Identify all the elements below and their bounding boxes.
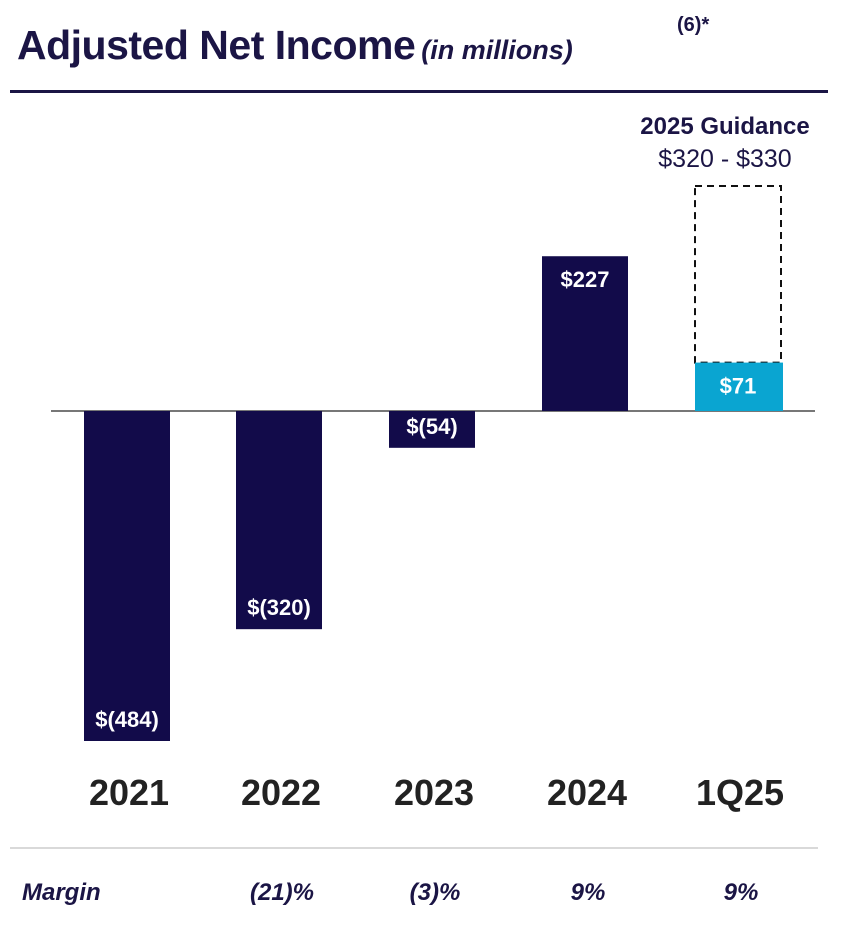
guidance-range: $320 - $330 [658,145,792,173]
title-footnote: (6)* [677,14,710,36]
guidance-range-box [694,185,782,364]
data-label-1q25: $71 [720,374,757,399]
title-divider [10,90,828,93]
category-label-1q25: 1Q25 [696,772,784,813]
margin-value-2022: (21)% [249,879,315,906]
chart-title: Adjusted Net Income (in millions) [17,22,573,69]
bar-chart: $(484) 2021 $(320) 2022 $(54) 2023 $227 2024 $71… [51,185,815,813]
bar-2023 [389,411,475,448]
margin-label: Margin [22,879,101,906]
bar-2024 [542,256,628,411]
category-label-2023: 2023 [394,772,474,813]
data-label-2021: $(484) [95,707,159,732]
data-label-2024: $227 [561,267,610,292]
guidance-title: 2025 Guidance [640,113,810,140]
chart-title-main: Adjusted Net Income [17,22,416,68]
category-label-2021: 2021 [89,772,169,813]
margin-divider [10,847,818,849]
bar-1q25 [695,362,783,411]
category-label-2024: 2024 [547,772,627,813]
margin-value-2023: (3)% [409,879,461,906]
margin-value-1q25: 9% [723,879,759,906]
data-label-2023: $(54) [406,414,457,439]
category-label-2022: 2022 [241,772,321,813]
chart-title-units: (in millions) [421,35,573,65]
bar-2022 [236,411,322,630]
bar-2021 [84,411,170,741]
data-label-2022: $(320) [247,595,311,620]
margin-value-2024: 9% [570,879,606,906]
